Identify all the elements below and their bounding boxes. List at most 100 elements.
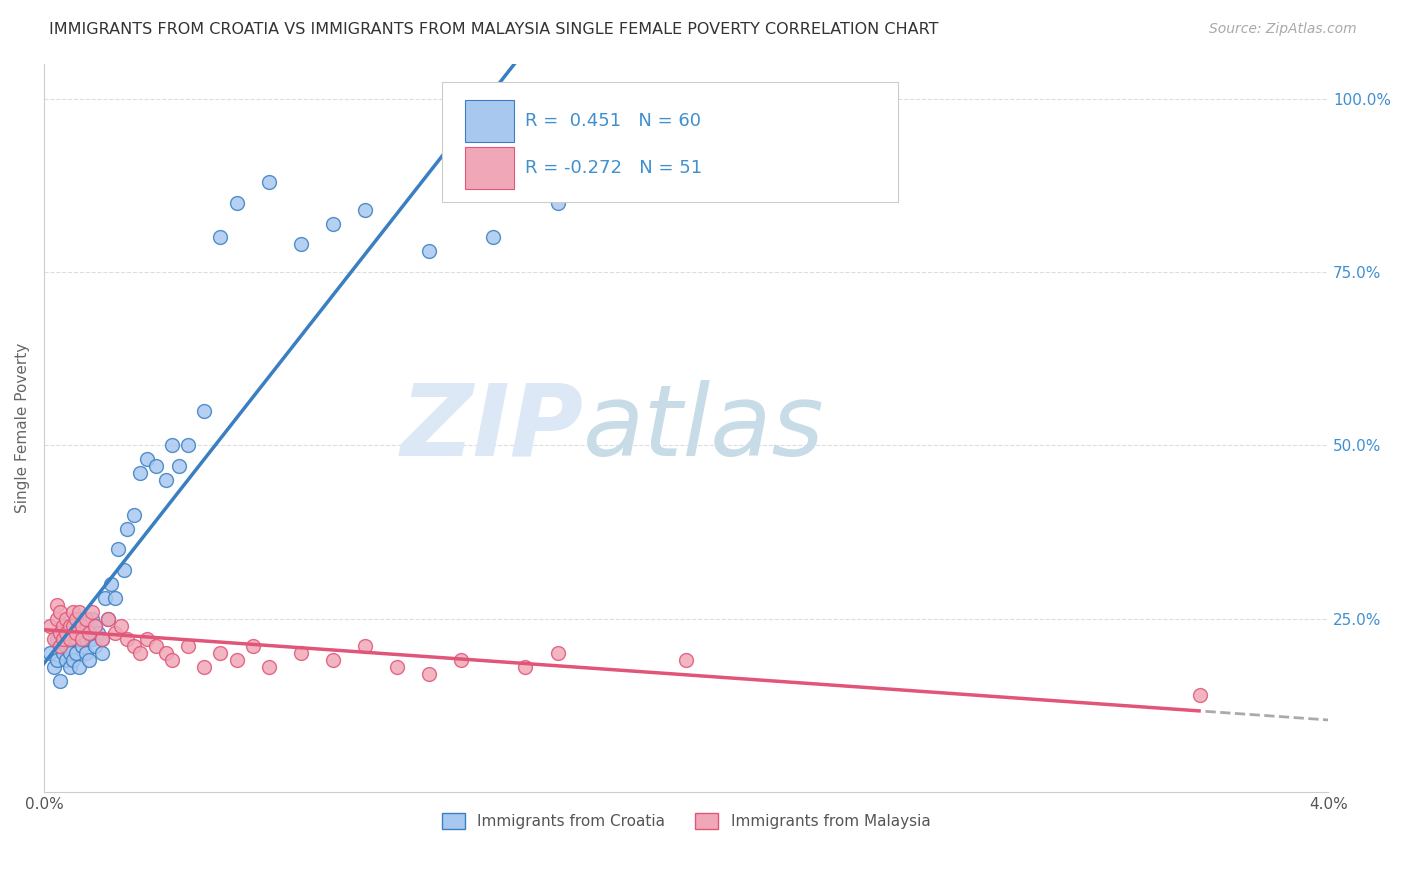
Text: atlas: atlas — [583, 379, 825, 476]
Y-axis label: Single Female Poverty: Single Female Poverty — [15, 343, 30, 513]
Point — [122, 508, 145, 522]
Point — [162, 438, 184, 452]
Point — [80, 612, 103, 626]
Point — [177, 640, 200, 654]
Bar — [465, 147, 515, 189]
Point — [58, 660, 80, 674]
Point — [1188, 688, 1211, 702]
Point — [72, 632, 94, 647]
Point — [87, 625, 110, 640]
Point — [55, 653, 77, 667]
Point — [117, 522, 139, 536]
Point — [67, 660, 90, 674]
Point — [77, 625, 100, 640]
Point — [67, 605, 90, 619]
Point — [77, 653, 100, 667]
Legend: Immigrants from Croatia, Immigrants from Malaysia: Immigrants from Croatia, Immigrants from… — [436, 807, 936, 835]
Point — [257, 660, 280, 674]
Point — [67, 625, 90, 640]
Point — [55, 625, 77, 640]
Point — [90, 632, 112, 647]
Point — [52, 646, 75, 660]
Point — [55, 612, 77, 626]
Point — [418, 244, 440, 259]
Point — [49, 640, 72, 654]
Point — [62, 632, 84, 647]
Point — [55, 618, 77, 632]
Point — [90, 632, 112, 647]
Point — [58, 632, 80, 647]
Point — [72, 618, 94, 632]
Point — [155, 646, 177, 660]
Point — [49, 605, 72, 619]
Point — [290, 237, 312, 252]
Text: R =  0.451   N = 60: R = 0.451 N = 60 — [526, 112, 702, 130]
Point — [103, 591, 125, 605]
Bar — [465, 100, 515, 142]
Point — [418, 667, 440, 681]
Point — [547, 195, 569, 210]
Point — [177, 438, 200, 452]
Point — [117, 632, 139, 647]
Point — [72, 640, 94, 654]
Point — [42, 632, 65, 647]
Point — [209, 646, 232, 660]
Point — [65, 625, 87, 640]
Point — [75, 646, 97, 660]
Point — [39, 646, 62, 660]
Point — [110, 618, 132, 632]
Point — [94, 591, 117, 605]
FancyBboxPatch shape — [441, 82, 898, 202]
Point — [257, 175, 280, 189]
Point — [49, 640, 72, 654]
Point — [167, 459, 190, 474]
Point — [75, 612, 97, 626]
Point — [49, 625, 72, 640]
Point — [225, 653, 247, 667]
Point — [354, 202, 377, 217]
Point — [45, 653, 67, 667]
Point — [515, 660, 537, 674]
Point — [112, 563, 135, 577]
Point — [225, 195, 247, 210]
Point — [39, 618, 62, 632]
Point — [75, 632, 97, 647]
Text: R = -0.272   N = 51: R = -0.272 N = 51 — [526, 159, 703, 178]
Point — [84, 618, 107, 632]
Point — [145, 640, 167, 654]
Point — [675, 653, 697, 667]
Point — [90, 646, 112, 660]
Point — [135, 632, 157, 647]
Point — [65, 632, 87, 647]
Point — [80, 632, 103, 647]
Point — [209, 230, 232, 244]
Point — [107, 542, 129, 557]
Point — [52, 632, 75, 647]
Point — [450, 653, 472, 667]
Point — [65, 646, 87, 660]
Point — [322, 653, 344, 667]
Point — [322, 217, 344, 231]
Point — [58, 618, 80, 632]
Point — [58, 646, 80, 660]
Point — [45, 612, 67, 626]
Point — [290, 646, 312, 660]
Point — [58, 625, 80, 640]
Point — [62, 605, 84, 619]
Point — [103, 625, 125, 640]
Point — [482, 230, 505, 244]
Point — [62, 618, 84, 632]
Point — [97, 612, 120, 626]
Text: IMMIGRANTS FROM CROATIA VS IMMIGRANTS FROM MALAYSIA SINGLE FEMALE POVERTY CORREL: IMMIGRANTS FROM CROATIA VS IMMIGRANTS FR… — [49, 22, 939, 37]
Point — [354, 640, 377, 654]
Point — [162, 653, 184, 667]
Point — [129, 646, 152, 660]
Point — [193, 660, 215, 674]
Point — [42, 660, 65, 674]
Point — [80, 605, 103, 619]
Point — [62, 653, 84, 667]
Point — [45, 598, 67, 612]
Point — [193, 403, 215, 417]
Point — [52, 632, 75, 647]
Point — [84, 618, 107, 632]
